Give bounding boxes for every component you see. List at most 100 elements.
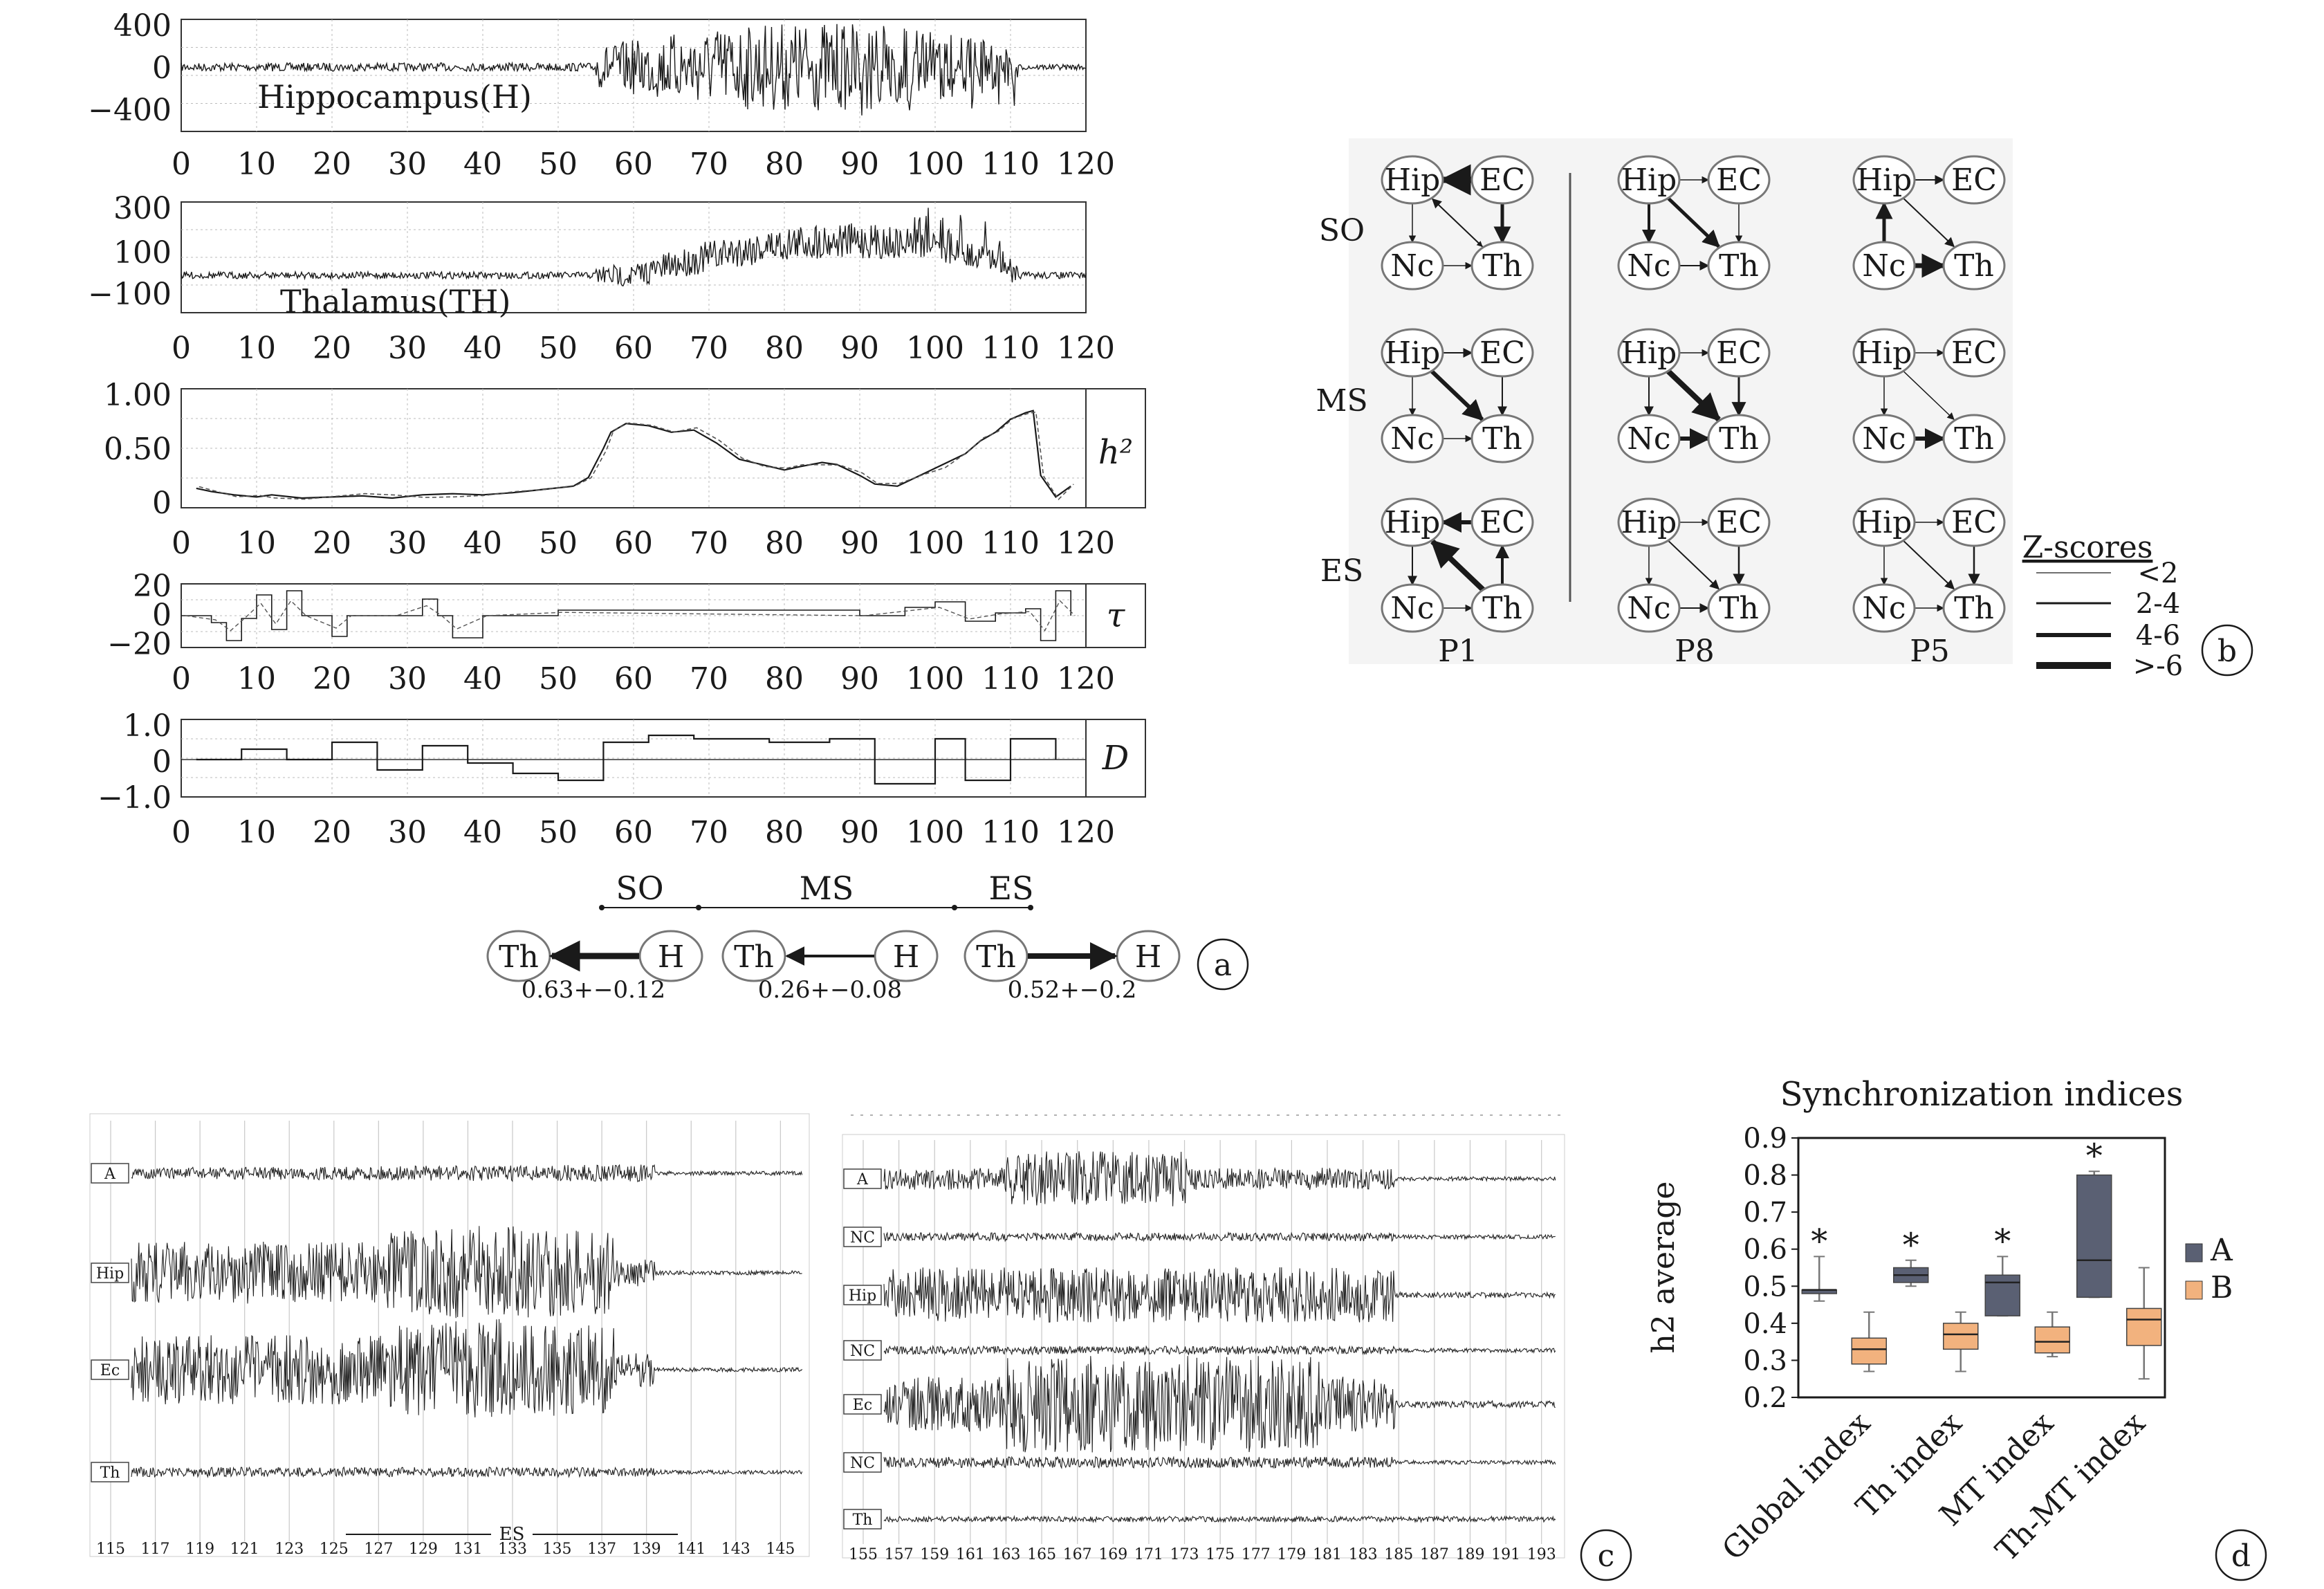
y-tick: 0.8 — [1743, 1160, 1787, 1192]
node-label: Nc — [1627, 248, 1670, 284]
node-label: Th — [1719, 591, 1759, 626]
x-tick: 50 — [539, 815, 578, 850]
x-tick: 169 — [1098, 1546, 1127, 1563]
legend-item: <2 — [2138, 558, 2179, 589]
node-label: Nc — [1627, 591, 1670, 626]
node-label: EC — [1716, 505, 1762, 540]
legend: A B — [2185, 1233, 2233, 1305]
x-tick: 189 — [1455, 1546, 1484, 1563]
x-tick: 0 — [172, 815, 191, 850]
channel-label-box — [843, 1452, 882, 1473]
panel-a: 400 0 −400 Hippocampus(H) 0 10 20 30 40 50 60 7… — [88, 8, 1249, 1004]
x-tick: 115 — [96, 1541, 125, 1558]
node-hip — [1381, 328, 1444, 378]
tau-label: τ — [1107, 596, 1126, 635]
significance-mark: * — [1903, 1226, 1919, 1265]
channel-label: Ec — [100, 1362, 120, 1379]
z-score-legend: Z-scores <2 2-4 4-6 >-6 — [2022, 530, 2184, 682]
x-tick: 183 — [1349, 1546, 1378, 1563]
x-tick: 30 — [388, 147, 427, 182]
eeg-trace — [883, 1151, 1556, 1206]
x-tick: 123 — [275, 1541, 304, 1558]
node-ec — [1470, 155, 1534, 205]
network-diagram: Hip EC Nc Th — [1617, 328, 1771, 463]
node-th — [1470, 241, 1534, 291]
x-tick: 90 — [840, 661, 879, 697]
node-th: Th — [734, 939, 774, 975]
x-tick: 40 — [463, 526, 502, 561]
node-label: Hip — [1385, 505, 1441, 540]
node-nc — [1381, 414, 1444, 463]
x-tick: 40 — [463, 331, 502, 366]
x-tick: 137 — [587, 1541, 616, 1558]
node-label: EC — [1951, 163, 1997, 198]
h2-plot: h² 1.00 0.50 0 0 10 20 30 40 50 60 70 80 90 100 110… — [104, 378, 1146, 561]
node-nc — [1381, 241, 1444, 291]
network-diagram: Hip EC Nc Th — [1381, 497, 1534, 633]
y-tick: 0 — [152, 598, 172, 633]
eeg-trace — [131, 1226, 802, 1319]
node-th: Th — [976, 939, 1016, 975]
x-tick: 70 — [690, 526, 728, 561]
node-label: Th — [1482, 248, 1522, 284]
network-diagram: Hip EC Nc Th — [1617, 155, 1771, 291]
channel-label-box — [843, 1509, 882, 1530]
node-label: Th — [1954, 248, 1994, 284]
x-tick: 175 — [1206, 1546, 1235, 1563]
x-tick: 110 — [981, 147, 1040, 182]
x-tick: 139 — [632, 1541, 661, 1558]
patient-label: P8 — [1675, 634, 1715, 669]
phase-summary: SO MS ES — [599, 870, 1034, 910]
x-tick: 167 — [1063, 1546, 1092, 1563]
x-tick: 100 — [906, 331, 964, 366]
sync-value: 0.52+−0.2 — [1008, 976, 1137, 1004]
network-diagram: Hip EC Nc Th — [1852, 155, 2006, 291]
node-h: H — [1135, 939, 1161, 975]
y-tick: 400 — [113, 8, 172, 44]
node-hip — [1852, 155, 1916, 205]
svg-text:c: c — [1598, 1539, 1615, 1574]
node-nc — [1617, 583, 1681, 633]
x-tick: 10 — [237, 661, 276, 697]
x-tick: 50 — [539, 147, 578, 182]
sync-value: 0.63+−0.12 — [522, 976, 665, 1004]
x-tick: 121 — [230, 1541, 259, 1558]
x-tick: 120 — [1057, 331, 1115, 366]
node-label: Hip — [1385, 336, 1441, 371]
x-tick: 80 — [765, 661, 804, 697]
x-tick: 110 — [981, 331, 1040, 366]
x-tick: 135 — [543, 1541, 572, 1558]
node-label: Hip — [1385, 163, 1441, 198]
node-ec — [1707, 497, 1771, 547]
x-tick: 70 — [690, 661, 728, 697]
node-label: Nc — [1390, 248, 1434, 284]
x-tick: 30 — [388, 331, 427, 366]
so-direction-diagram: Th H 0.63+−0.12 — [486, 930, 703, 1004]
node-label: Hip — [1856, 163, 1912, 198]
channel-label: NC — [850, 1343, 875, 1360]
eeg-trace — [131, 1164, 803, 1183]
channel-label: Th — [100, 1464, 120, 1482]
channel-label-box — [91, 1359, 129, 1380]
node-label: Nc — [1862, 421, 1906, 457]
y-tick: 0.5 — [1743, 1271, 1787, 1303]
box-B-3 — [2126, 1267, 2162, 1380]
x-tick: 100 — [906, 526, 964, 561]
phase-label: SO — [616, 870, 663, 907]
x-tick: 20 — [313, 661, 351, 697]
legend-item: >-6 — [2133, 650, 2183, 682]
x-tick: 50 — [539, 661, 578, 697]
y-tick: 0.3 — [1743, 1345, 1787, 1377]
x-tick: 50 — [539, 331, 578, 366]
network-diagram: Hip EC Nc Th — [1852, 497, 2006, 633]
eeg-trace — [883, 1515, 1556, 1524]
x-tick: 70 — [690, 815, 728, 850]
x-tick: 90 — [840, 815, 879, 850]
y-tick: −20 — [107, 627, 172, 662]
trace-label: Hippocampus(H) — [257, 78, 532, 116]
node-h: H — [893, 939, 919, 975]
x-tick: 127 — [364, 1541, 393, 1558]
node-th — [1470, 414, 1534, 463]
node-label: EC — [1716, 336, 1762, 371]
channel-label-box — [843, 1340, 882, 1361]
